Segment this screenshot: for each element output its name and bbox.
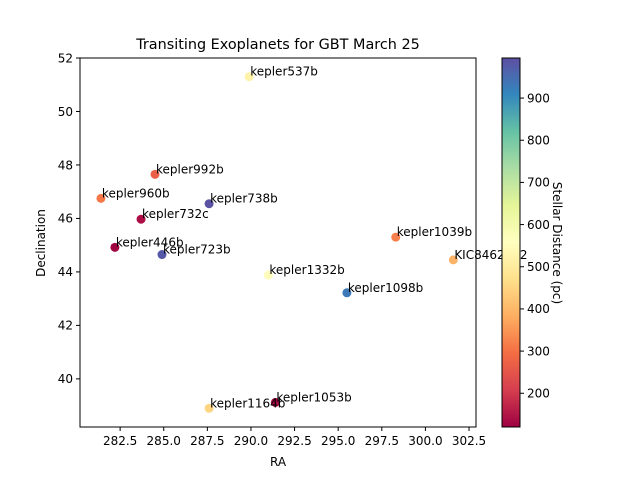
- y-tick-label: 48: [58, 158, 73, 172]
- colorbar-tick-label: 700: [527, 176, 550, 190]
- colorbar-tick-label: 500: [527, 260, 550, 274]
- data-point: [270, 397, 280, 407]
- point-label: kepler992b: [156, 162, 224, 176]
- colorbar: [501, 57, 521, 428]
- x-axis-label: RA: [270, 455, 287, 469]
- point-label: kepler1098b: [348, 281, 423, 295]
- x-tick-label: 295.0: [321, 434, 355, 448]
- x-tick-label: 285.0: [147, 434, 181, 448]
- y-tick-label: 52: [58, 51, 73, 65]
- point-label: kepler1053b: [276, 390, 351, 404]
- y-axis-label: Declination: [34, 209, 48, 277]
- x-tick-label: 297.5: [365, 434, 399, 448]
- point-label: kepler738b: [210, 192, 278, 206]
- point-label: kepler446b: [116, 235, 184, 249]
- point-label: kepler537b: [250, 65, 318, 79]
- data-point: [157, 250, 167, 260]
- y-tick-label: 50: [58, 105, 73, 119]
- point-label: kepler1039b: [397, 225, 472, 239]
- y-tick-label: 46: [58, 212, 73, 226]
- data-point: [448, 255, 458, 265]
- colorbar-tick-label: 300: [527, 344, 550, 358]
- data-point: [391, 232, 401, 242]
- colorbar-tick-label: 600: [527, 218, 550, 232]
- point-label: kepler732c: [142, 207, 209, 221]
- y-tick-label: 44: [58, 265, 73, 279]
- data-point: [204, 403, 214, 413]
- x-tick-label: 300.0: [408, 434, 442, 448]
- scatter-points: [96, 72, 458, 413]
- point-label: kepler960b: [102, 186, 170, 200]
- data-point: [136, 214, 146, 224]
- chart-title: Transiting Exoplanets for GBT March 25: [135, 37, 420, 53]
- data-point: [110, 242, 120, 252]
- y-axis: 40 42 44 46 48 50 52: [58, 51, 80, 386]
- point-labels: kepler537b kepler992b kepler960b kepler738b…: [102, 65, 528, 411]
- data-point: [96, 193, 106, 203]
- point-label: kepler723b: [163, 243, 231, 257]
- x-tick-label: 302.5: [452, 434, 486, 448]
- data-point: [342, 288, 352, 298]
- colorbar-tick-label: 900: [527, 91, 550, 105]
- point-label: kepler1164b: [210, 396, 285, 410]
- colorbar-tick-label: 200: [527, 387, 550, 401]
- y-tick-label: 42: [58, 319, 73, 333]
- data-point: [244, 72, 254, 82]
- colorbar-label: Stellar Distance (pc): [550, 182, 564, 304]
- plot-frame: [79, 57, 477, 428]
- point-label: kepler1332b: [269, 263, 344, 277]
- data-point: [150, 169, 160, 179]
- x-tick-label: 290.0: [234, 434, 268, 448]
- x-tick-label: 282.5: [103, 434, 137, 448]
- x-axis: 282.5 285.0 287.5 290.0 292.5 295.0 297.5 300.0…: [103, 427, 486, 448]
- colorbar-tick-label: 400: [527, 302, 550, 316]
- colorbar-tick-label: 800: [527, 134, 550, 148]
- x-tick-label: 292.5: [277, 434, 311, 448]
- data-point: [263, 270, 273, 280]
- y-tick-label: 40: [58, 372, 73, 386]
- data-point: [204, 199, 214, 209]
- colorbar-axis: 200 300 400 500 600 700 800 900: [520, 91, 550, 401]
- x-tick-label: 287.5: [190, 434, 224, 448]
